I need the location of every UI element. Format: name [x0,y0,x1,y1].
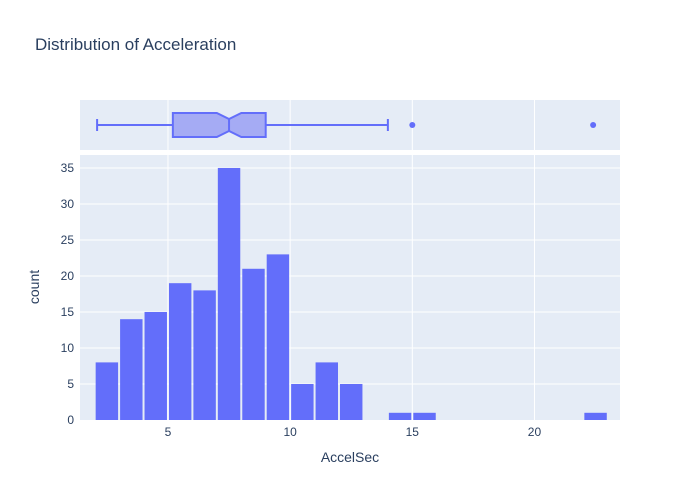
y-tick-label: 0 [67,413,74,427]
histogram-bar [168,283,192,420]
x-tick-label: 5 [165,425,172,439]
x-tick-label: 10 [283,425,297,439]
chart-title: Distribution of Acceleration [35,35,236,54]
y-axis-title: count [26,270,42,304]
histogram-bar [120,319,143,420]
histogram-bar [584,412,607,420]
x-axis-title: AccelSec [321,449,379,465]
histogram-bar [388,412,412,420]
box-outlier-point [409,122,416,128]
histogram-bar [315,362,339,420]
y-tick-label: 20 [61,269,75,283]
histogram-panel: 5 10 15 20 0 5 10 15 20 25 30 35 [61,155,620,439]
histogram-bars [95,167,607,420]
histogram-bar [193,290,216,420]
y-axis-ticks: 0 5 10 15 20 25 30 35 [61,161,75,427]
box-iqr [171,112,267,138]
x-tick-label: 15 [406,425,420,439]
y-tick-label: 35 [61,161,75,175]
x-tick-label: 20 [528,425,542,439]
histogram-bar [413,412,436,420]
histogram-bar [242,268,265,420]
x-axis-ticks: 5 10 15 20 [165,425,542,439]
y-tick-label: 10 [61,341,75,355]
histogram-bar [95,362,119,420]
y-tick-label: 25 [61,233,75,247]
y-tick-label: 15 [61,305,75,319]
box-outlier-point [590,122,597,128]
y-tick-label: 5 [67,377,74,391]
histogram-bar [144,311,167,420]
histogram-bar [266,254,290,420]
histogram-bar [217,167,241,420]
histogram-bar [291,383,314,420]
box-plot-panel [80,100,620,150]
histogram-bar [340,383,363,420]
box-plot-marks [96,112,597,138]
y-tick-label: 30 [61,197,75,211]
